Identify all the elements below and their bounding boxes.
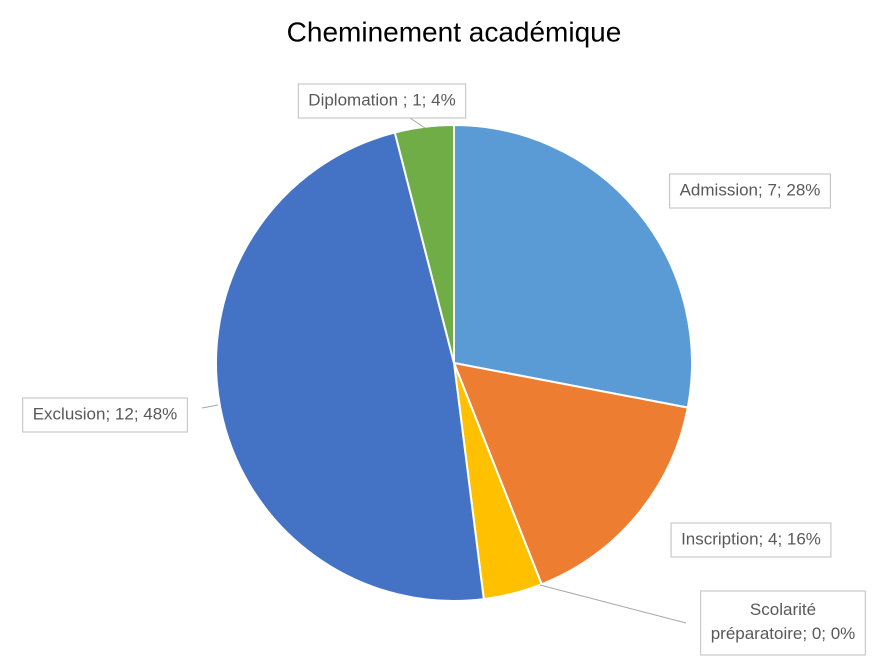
pie-slice (452, 361, 689, 586)
pie-slice (215, 131, 485, 602)
pie-slice (453, 123, 693, 409)
label-box (669, 173, 831, 209)
data-label: Scolarité préparatoire; 0; 0% (711, 600, 856, 643)
leader-line (409, 117, 426, 129)
data-label-line: Scolarité (750, 600, 816, 619)
data-label-line: préparatoire; 0; 0% (711, 624, 856, 643)
data-label: Diplomation ; 1; 4% (308, 90, 455, 109)
leader-line (539, 584, 687, 624)
data-label: Admission; 7; 28% (680, 180, 821, 199)
chart-title: Cheminement académique (287, 16, 622, 47)
label-box (22, 397, 188, 433)
leader-line (201, 404, 219, 409)
label-box (700, 590, 866, 656)
data-label: Exclusion; 12; 48% (33, 404, 178, 423)
label-box (297, 83, 467, 119)
data-label: Inscription; 4; 16% (681, 529, 821, 548)
label-box (670, 522, 832, 558)
